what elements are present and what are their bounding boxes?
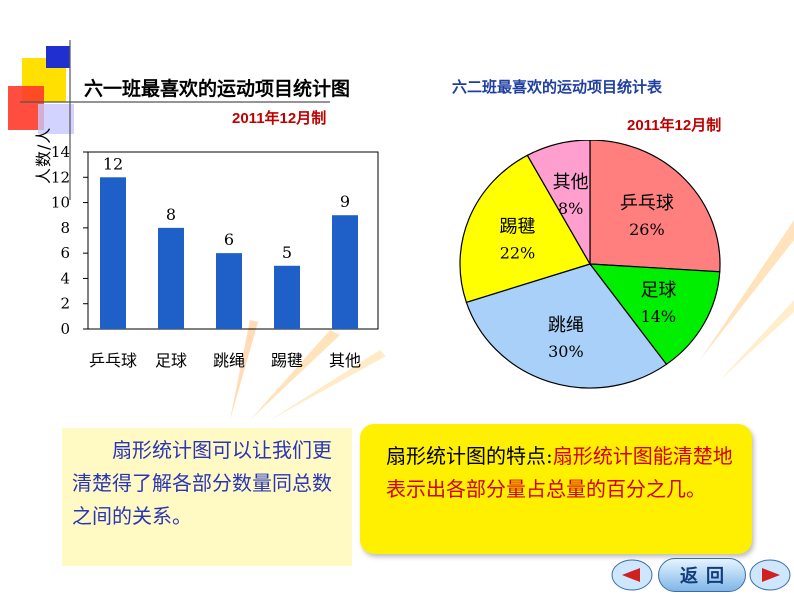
bar [332, 215, 358, 329]
pie-slice-percent: 14% [641, 307, 677, 326]
pie-chart-date: 2011年12月制 [627, 117, 722, 134]
note-right-prefix: 扇形统计图的特点: [386, 444, 553, 468]
pie-slice-label: 足球 [640, 280, 676, 301]
y-tick-label: 6 [60, 244, 70, 262]
prev-arrow-button[interactable] [610, 558, 654, 592]
y-tick-label: 10 [51, 194, 70, 212]
x-category-label: 乒乓球 [89, 351, 137, 370]
pie-slice-label: 乒乓球 [620, 193, 674, 214]
y-tick-label: 8 [60, 219, 70, 237]
note-left-text: 扇形统计图可以让我们更清楚得了解各部分数量同总数之间的关系。 [72, 438, 332, 528]
next-arrow-button[interactable] [748, 558, 792, 592]
bar-data-label: 12 [103, 154, 123, 173]
pie-slice [588, 263, 721, 366]
pie-slice [589, 140, 721, 273]
bar-data-label: 6 [224, 230, 234, 249]
bar [158, 227, 184, 329]
bar [100, 177, 126, 329]
bar-data-label: 8 [166, 205, 176, 224]
x-category-label: 踢毽 [271, 351, 303, 370]
pie-slice-percent: 30% [548, 342, 584, 361]
y-tick-label: 0 [60, 320, 70, 338]
bar-chart-date: 2011年12月制 [232, 110, 327, 127]
left-arrow-icon [622, 568, 640, 582]
bar-data-label: 5 [282, 243, 292, 262]
pie-slice-percent: 8% [558, 199, 583, 218]
bar-data-label: 9 [340, 192, 350, 211]
back-button-label: 返回 [680, 566, 732, 587]
bar-chart-title: 六一班最喜欢的运动项目统计图 [84, 78, 351, 100]
note-right-body: 扇形统计图能清楚地表示出各部分量占总量的百分之几。 [386, 444, 733, 501]
pie-slice-percent: 22% [500, 244, 536, 263]
pie-slice [459, 154, 591, 304]
bar-chart: 0 2 4 6 8 10 12 14 12 乒乓球 8 足球 6 跳绳 5 踢毽 9 其他 [51, 143, 379, 370]
x-category-label: 其他 [329, 351, 361, 370]
note-right: 扇形统计图的特点:扇形统计图能清楚地表示出各部分量占总量的百分之几。 [360, 424, 752, 554]
pie-slice [526, 140, 591, 267]
right-arrow-icon [762, 568, 780, 582]
bar [216, 253, 242, 329]
y-tick-label: 12 [51, 168, 70, 186]
pie-slice-percent: 26% [629, 220, 665, 239]
pie-chart: 乒乓球 26% 足球 14% 跳绳 30% 踢毽 22% 其他 8% [459, 140, 721, 389]
bar [274, 265, 300, 329]
y-tick-label: 14 [51, 143, 70, 161]
y-tick-label: 4 [60, 269, 70, 287]
back-button[interactable]: 返回 [658, 558, 746, 592]
pie-slice-label: 踢毽 [499, 217, 535, 238]
x-category-label: 跳绳 [213, 351, 245, 370]
pie-slice-label: 其他 [553, 172, 589, 193]
y-tick-label: 2 [60, 295, 70, 313]
pie-slice-label: 跳绳 [548, 315, 584, 336]
pie-slice [465, 263, 668, 389]
x-category-label: 足球 [155, 351, 187, 370]
note-left: 扇形统计图可以让我们更清楚得了解各部分数量同总数之间的关系。 [62, 428, 352, 566]
pie-chart-title: 六二班最喜欢的运动项目统计表 [452, 78, 663, 96]
